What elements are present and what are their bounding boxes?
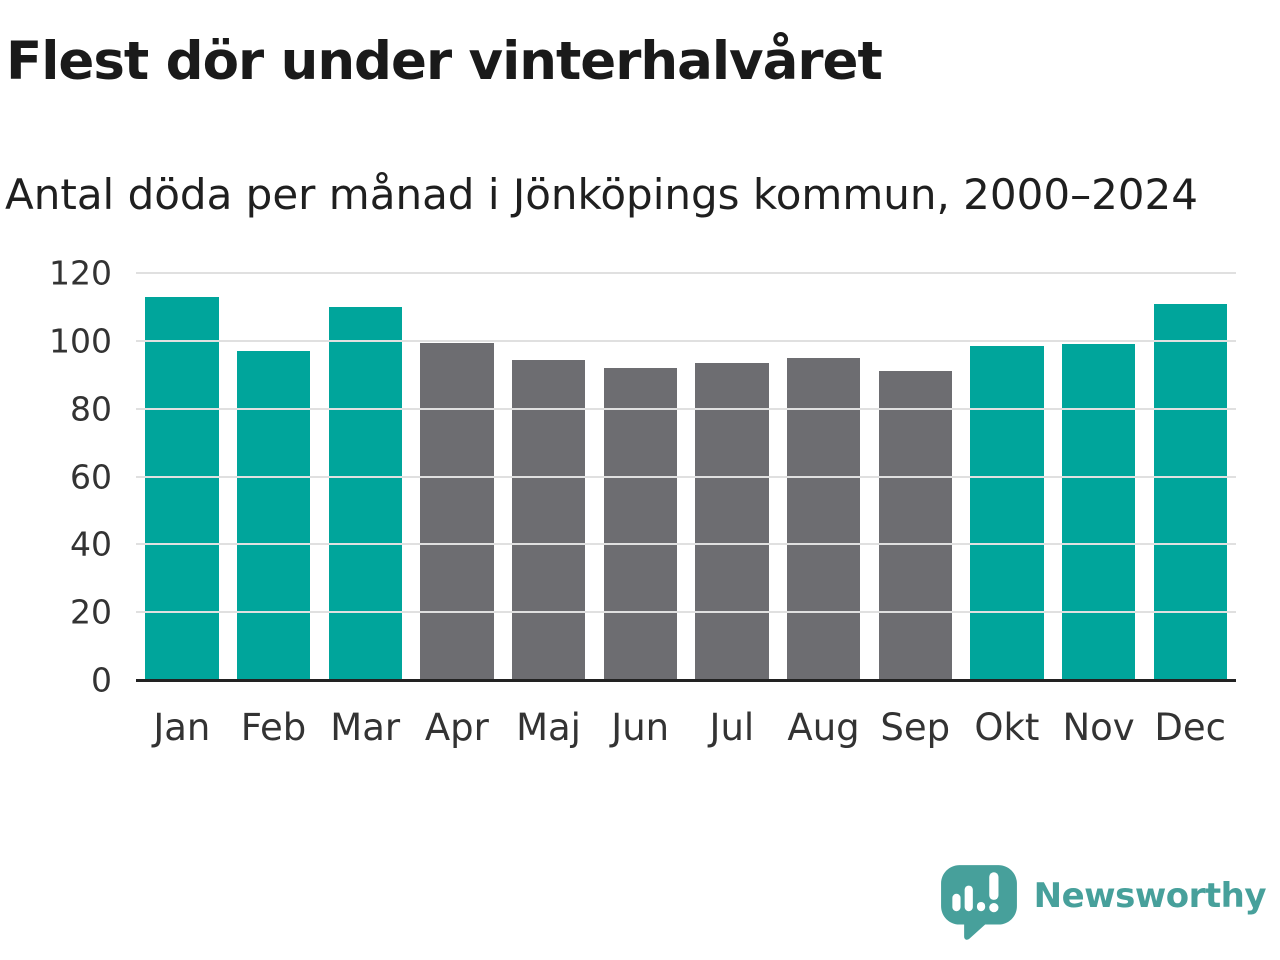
bar-jan	[145, 296, 219, 680]
bar-slot-apr	[411, 273, 503, 680]
y-tick-label-100: 100	[49, 321, 112, 361]
bar-slot-okt	[961, 273, 1053, 680]
x-tick-label-mar: Mar	[330, 706, 401, 749]
y-axis-labels: 0 20 40 60 80 100 120	[0, 257, 112, 697]
x-tick-label-jun: Jun	[611, 706, 670, 749]
y-tick-label-60: 60	[70, 457, 112, 496]
gridline-80	[136, 407, 1236, 410]
bar-series	[136, 273, 1236, 680]
branding-footer: Newsworthy	[938, 862, 1267, 944]
bar-slot-nov	[1053, 273, 1145, 680]
bar-slot-dec	[1144, 273, 1236, 680]
gridline-120	[136, 272, 1236, 274]
bar-apr	[420, 342, 494, 680]
x-tick-label-okt: Okt	[974, 706, 1040, 749]
page-title: Flest dör under vinterhalvåret	[6, 31, 883, 92]
chart-subtitle: Antal döda per månad i Jönköpings kommun…	[5, 170, 1198, 219]
bar-slot-jun	[594, 273, 686, 680]
x-tick-label-jan: Jan	[153, 706, 211, 749]
newsworthy-logo-icon	[940, 865, 1017, 940]
x-tick-label-maj: Maj	[516, 706, 581, 749]
gridline-20	[136, 611, 1236, 614]
bar-slot-maj	[503, 273, 595, 680]
plot-area	[136, 272, 1236, 682]
bar-dec	[1153, 303, 1227, 680]
bar-slot-aug	[778, 273, 870, 680]
y-tick-label-20: 20	[70, 592, 112, 632]
gridline-60	[136, 475, 1236, 478]
bar-okt	[970, 345, 1044, 680]
gridline-100	[136, 339, 1236, 342]
branding-name: Newsworthy	[1033, 876, 1267, 916]
bar-feb	[236, 351, 311, 680]
x-tick-label-jul: Jul	[709, 706, 755, 749]
bar-mar	[328, 306, 402, 680]
bar-slot-jan	[136, 273, 228, 680]
bar-slot-sep	[869, 273, 961, 680]
x-tick-label-dec: Dec	[1154, 706, 1227, 749]
bar-maj	[511, 359, 586, 680]
x-tick-label-feb: Feb	[240, 706, 307, 749]
gridline-40	[136, 543, 1236, 546]
y-tick-label-120: 120	[49, 253, 112, 293]
bar-jul	[695, 362, 769, 680]
y-tick-label-40: 40	[70, 524, 112, 564]
bar-aug	[786, 357, 861, 680]
bar-slot-mar	[319, 273, 411, 680]
y-tick-label-80: 80	[70, 389, 112, 429]
x-tick-label-apr: Apr	[424, 706, 489, 749]
bar-slot-feb	[228, 273, 320, 680]
bar-nov	[1061, 344, 1136, 680]
x-tick-label-sep: Sep	[880, 706, 951, 749]
y-tick-label-0: 0	[91, 660, 112, 700]
x-axis-line	[136, 679, 1236, 682]
bar-sep	[878, 371, 952, 680]
x-tick-label-nov: Nov	[1062, 706, 1135, 749]
x-axis-labels: Jan Feb Mar Apr Maj Jun Jul Aug Sep Okt Nov Dec	[136, 698, 1236, 749]
bar-slot-jul	[686, 273, 778, 680]
x-tick-label-aug: Aug	[787, 706, 860, 749]
bar-jun	[603, 367, 677, 680]
